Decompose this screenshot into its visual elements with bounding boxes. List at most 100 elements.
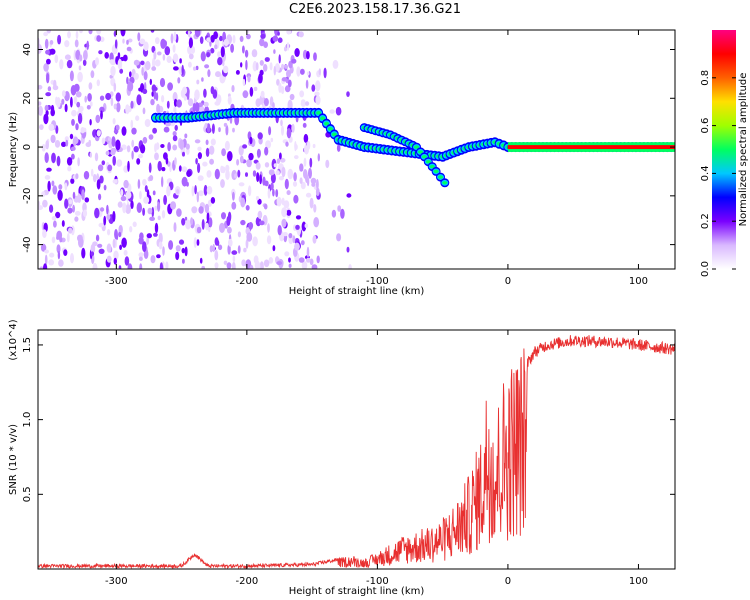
y-tick-label: 1.0 [22, 412, 33, 428]
heatmap-noise-cell [118, 224, 123, 234]
heatmap-noise-cell [104, 52, 109, 59]
heatmap-noise-cell [200, 51, 206, 62]
heatmap-noise-cell [56, 155, 61, 167]
heatmap-noise-cell [203, 101, 209, 107]
heatmap-noise-cell [167, 142, 171, 152]
heatmap-noise-cell [239, 155, 244, 164]
heatmap-noise-cell [194, 89, 200, 101]
heatmap-noise-cell [272, 102, 275, 110]
heatmap-noise-cell [279, 152, 282, 160]
heatmap-branch-line-core [442, 181, 448, 185]
heatmap-noise-cell [44, 152, 49, 164]
heatmap-noise-cell [197, 152, 202, 160]
heatmap-noise-cell [223, 122, 228, 127]
heatmap-noise-cell [199, 36, 204, 44]
heatmap-noise-cell [77, 157, 80, 167]
colorbar [712, 30, 736, 269]
heatmap-noise-cell [292, 235, 296, 244]
heatmap-noise-cell [240, 219, 246, 226]
heatmap-noise-cell [223, 65, 229, 74]
heatmap-noise-cell [277, 31, 280, 36]
heatmap-noise-cell [166, 185, 171, 197]
heatmap-noise-cell [113, 257, 118, 265]
heatmap-noise-cell [122, 38, 125, 44]
heatmap-noise-cell [194, 185, 197, 195]
heatmap-noise-cell [117, 58, 123, 70]
heatmap-noise-cell [268, 257, 274, 264]
heatmap-noise-cell [182, 258, 185, 264]
heatmap-noise-cell [224, 140, 230, 151]
heatmap-noise-cell [180, 89, 186, 98]
x-tick-label: 100 [629, 276, 648, 287]
heatmap-noise-cell [275, 170, 280, 176]
heatmap-noise-cell [156, 103, 161, 114]
heatmap-noise-cell [74, 39, 79, 48]
heatmap-noise-cell [153, 50, 157, 60]
heatmap-noise-cell [159, 77, 166, 88]
heatmap-noise-cell [139, 232, 144, 240]
heatmap-noise-cell [48, 123, 55, 131]
colorbar-tick-label: 0.4 [700, 165, 711, 181]
heatmap-noise-cell [278, 54, 281, 64]
heatmap-noise-cell [166, 100, 170, 109]
heatmap-noise-cell [313, 204, 317, 213]
heatmap-noise-cell [176, 99, 183, 108]
heatmap-noise-cell [136, 158, 141, 165]
heatmap-noise-cell [170, 33, 174, 44]
heatmap-noise-cell [158, 241, 163, 250]
heatmap-noise-cell [126, 39, 129, 45]
heatmap-noise-cell [49, 40, 54, 45]
heatmap-noise-cell [50, 134, 56, 144]
heatmap-noise-cell [257, 132, 263, 140]
heatmap-noise-cell [206, 170, 212, 178]
heatmap-noise-cell [79, 54, 83, 62]
heatmap-noise-cell [112, 179, 118, 184]
heatmap-noise-cell [126, 145, 131, 153]
heatmap-noise-cell [306, 140, 311, 150]
heatmap-noise-cell [75, 173, 79, 180]
heatmap-noise-cell [270, 182, 274, 191]
heatmap-noise-cell [186, 91, 190, 101]
heatmap-noise-cell [332, 59, 339, 69]
heatmap-noise-cell [214, 168, 220, 180]
heatmap-noise-cell [311, 182, 316, 187]
heatmap-noise-cell [193, 66, 197, 71]
heatmap-noise-cell [246, 158, 252, 168]
heatmap-noise-cell [158, 232, 163, 244]
heatmap-noise-cell [72, 191, 76, 199]
heatmap-noise-cell [299, 177, 303, 184]
heatmap-noise-cell [207, 199, 212, 207]
heatmap-noise-cell [210, 197, 216, 204]
heatmap-dominant-line-core [320, 116, 326, 121]
heatmap-noise-cell [300, 240, 305, 246]
heatmap-noise-cell [139, 263, 143, 269]
heatmap-noise-cell [48, 259, 55, 266]
heatmap-noise-cell [255, 62, 259, 71]
heatmap-noise-cell [277, 225, 282, 236]
heatmap-noise-cell [204, 122, 208, 129]
heatmap-noise-cell [268, 169, 275, 176]
heatmap-noise-cell [268, 126, 272, 136]
heatmap-noise-cell [165, 156, 169, 165]
heatmap-noise-cell [112, 210, 116, 222]
heatmap-noise-cell [144, 118, 151, 128]
heatmap-noise-cell [42, 199, 48, 208]
heatmap-noise-cell [101, 160, 106, 166]
heatmap-noise-cell [157, 160, 162, 172]
heatmap-noise-cell [94, 152, 99, 162]
heatmap-noise-cell [65, 139, 69, 147]
heatmap-noise-cell [54, 54, 59, 64]
heatmap-branch-line-core [421, 155, 427, 159]
heatmap-noise-cell [157, 201, 161, 212]
heatmap-noise-cell [119, 68, 124, 74]
y-axis-label: Frequency (Hz) [8, 112, 19, 188]
heatmap-branch-line-core [418, 150, 423, 154]
heatmap-noise-cell [257, 198, 262, 205]
heatmap-noise-cell [86, 105, 91, 110]
heatmap-noise-cell [173, 31, 177, 42]
heatmap-noise-cell [163, 40, 167, 47]
heatmap-noise-cell [120, 30, 126, 37]
colorbar-tick-label: 0.0 [700, 261, 711, 277]
heatmap-noise-cell [317, 153, 320, 162]
heatmap-noise-cell [130, 100, 134, 109]
